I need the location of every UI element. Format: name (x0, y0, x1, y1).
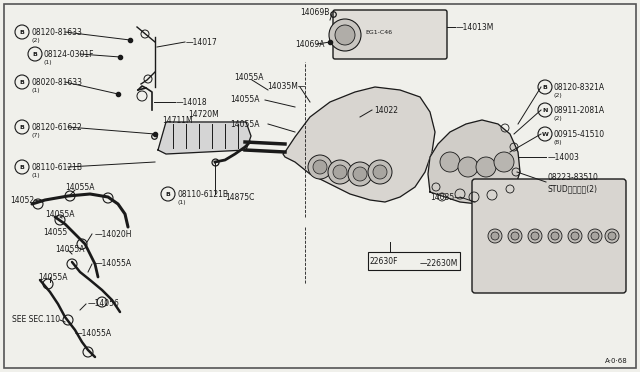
FancyBboxPatch shape (333, 10, 447, 59)
Circle shape (313, 160, 327, 174)
Text: 14022: 14022 (374, 106, 398, 115)
Text: (1): (1) (177, 199, 186, 205)
Polygon shape (428, 120, 520, 204)
Circle shape (476, 157, 496, 177)
Text: 08911-2081A: 08911-2081A (554, 106, 605, 115)
Circle shape (531, 232, 539, 240)
Text: (2): (2) (554, 93, 563, 97)
Circle shape (488, 229, 502, 243)
Text: —14017: —14017 (186, 38, 218, 46)
Circle shape (608, 232, 616, 240)
Text: B: B (20, 80, 24, 84)
Text: (2): (2) (31, 38, 40, 42)
Text: 14069B: 14069B (300, 7, 330, 16)
Text: —14013M: —14013M (456, 22, 494, 32)
Circle shape (333, 165, 347, 179)
Text: 08120-81633: 08120-81633 (31, 28, 82, 36)
Text: 14720M: 14720M (188, 109, 219, 119)
Circle shape (440, 152, 460, 172)
Text: —14020H: —14020H (95, 230, 132, 238)
Text: 14055A: 14055A (234, 73, 264, 81)
Text: (1): (1) (31, 87, 40, 93)
Polygon shape (158, 122, 251, 154)
Text: —14055A: —14055A (75, 330, 112, 339)
Circle shape (458, 157, 478, 177)
Circle shape (328, 160, 352, 184)
Text: (1): (1) (44, 60, 52, 64)
Text: 00915-41510: 00915-41510 (554, 129, 605, 138)
Text: 14035—: 14035— (430, 192, 462, 202)
Text: B: B (166, 192, 170, 196)
Circle shape (329, 19, 361, 51)
Text: EG1-C46: EG1-C46 (365, 29, 392, 35)
Circle shape (308, 155, 332, 179)
Text: 14035M—: 14035M— (267, 81, 305, 90)
Circle shape (591, 232, 599, 240)
Text: B: B (33, 51, 37, 57)
Circle shape (551, 232, 559, 240)
Text: 08120-61622: 08120-61622 (31, 122, 82, 131)
Text: (7): (7) (31, 132, 40, 138)
Text: —14018: —14018 (176, 97, 207, 106)
Text: (8): (8) (554, 140, 563, 144)
Text: 08223-83510: 08223-83510 (548, 173, 599, 182)
Text: A·0·68: A·0·68 (605, 358, 628, 364)
Text: B: B (20, 164, 24, 170)
Text: 08110-6121B: 08110-6121B (31, 163, 82, 171)
Text: 22630F: 22630F (370, 257, 399, 266)
Text: 14069A: 14069A (295, 39, 324, 48)
Circle shape (494, 152, 514, 172)
Text: 14711M: 14711M (162, 115, 193, 125)
Polygon shape (283, 87, 435, 202)
Text: (2): (2) (554, 115, 563, 121)
Text: B: B (20, 29, 24, 35)
Text: 14055A: 14055A (55, 246, 84, 254)
Circle shape (548, 229, 562, 243)
Text: STUDスタッド(2): STUDスタッド(2) (548, 185, 598, 193)
Text: 14055A: 14055A (65, 183, 95, 192)
Text: 14055: 14055 (43, 228, 67, 237)
Circle shape (353, 167, 367, 181)
Text: —14003: —14003 (548, 153, 580, 161)
Text: —22630M: —22630M (420, 260, 458, 269)
Circle shape (368, 160, 392, 184)
Text: 14052: 14052 (10, 196, 34, 205)
Text: 14055A: 14055A (230, 119, 259, 128)
Text: 14055A: 14055A (38, 273, 67, 282)
Circle shape (528, 229, 542, 243)
Text: B: B (20, 125, 24, 129)
Text: 08120-8321A: 08120-8321A (554, 83, 605, 92)
Circle shape (605, 229, 619, 243)
Text: 08110-6121B: 08110-6121B (177, 189, 228, 199)
Text: 14055A: 14055A (230, 94, 259, 103)
Text: N: N (542, 108, 548, 112)
Text: 08124-0301F: 08124-0301F (44, 49, 95, 58)
Circle shape (491, 232, 499, 240)
Circle shape (348, 162, 372, 186)
Circle shape (508, 229, 522, 243)
Circle shape (588, 229, 602, 243)
Circle shape (335, 25, 355, 45)
Text: 14875C: 14875C (225, 192, 254, 202)
Text: 14055A: 14055A (45, 209, 74, 218)
Circle shape (568, 229, 582, 243)
Text: W: W (541, 131, 548, 137)
Text: —14055A: —14055A (95, 260, 132, 269)
Bar (368, 252, 460, 270)
Text: —14056: —14056 (88, 299, 120, 308)
Circle shape (373, 165, 387, 179)
Circle shape (511, 232, 519, 240)
Text: 08020-81633: 08020-81633 (31, 77, 82, 87)
Text: B: B (543, 84, 547, 90)
Text: SEE SEC.110: SEE SEC.110 (12, 315, 60, 324)
Circle shape (571, 232, 579, 240)
FancyBboxPatch shape (472, 179, 626, 293)
Text: (1): (1) (31, 173, 40, 177)
